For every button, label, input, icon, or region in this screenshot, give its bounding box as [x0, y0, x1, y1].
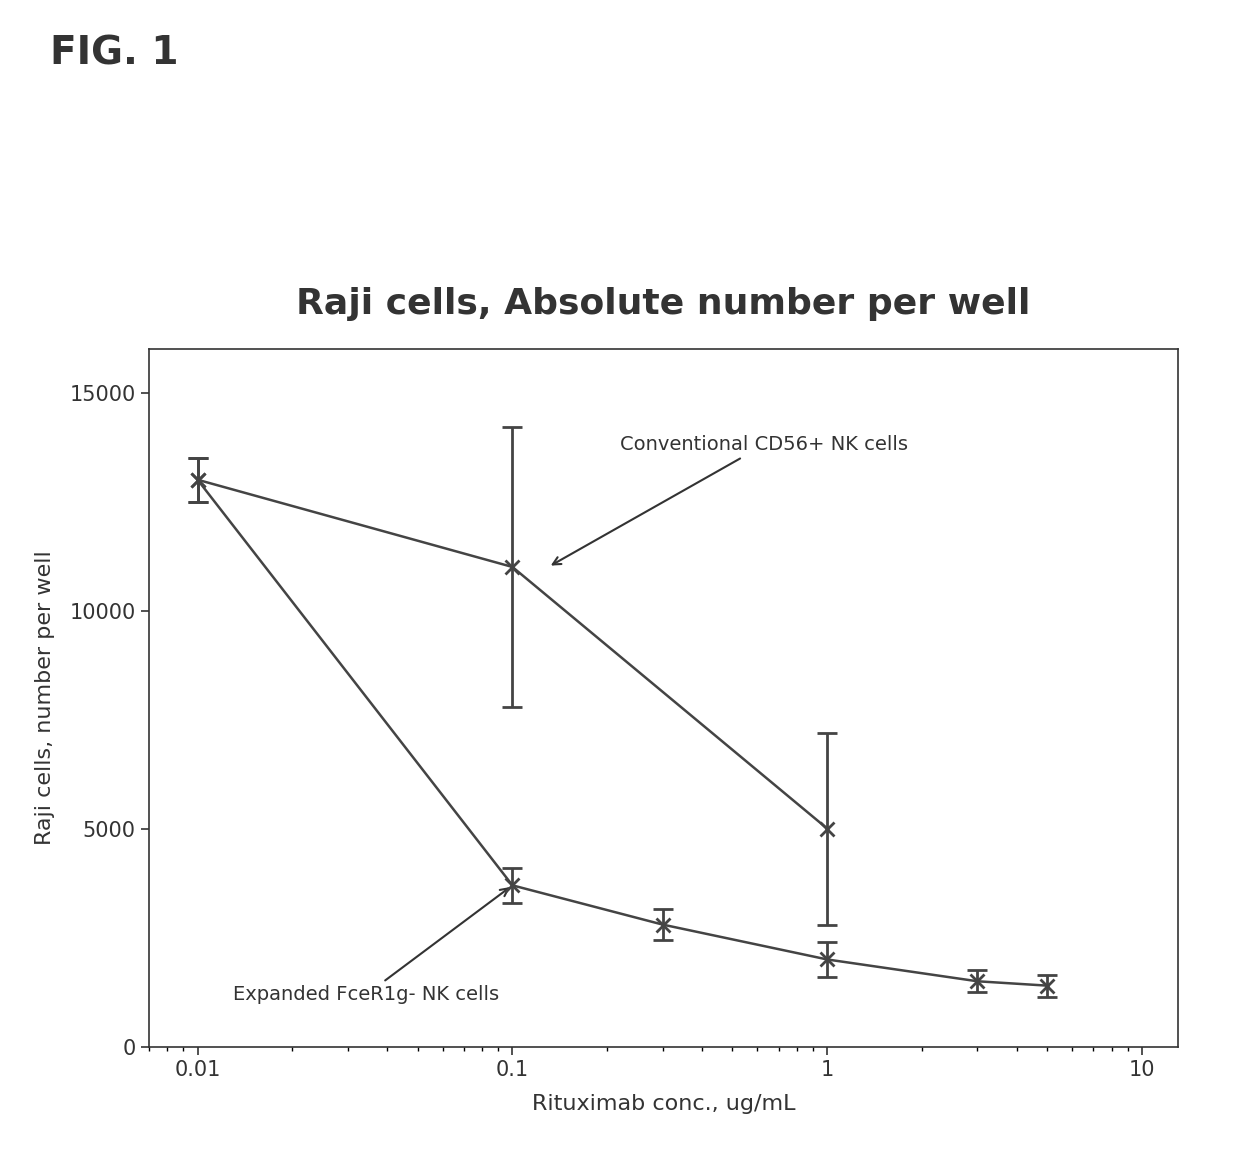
X-axis label: Rituximab conc., ug/mL: Rituximab conc., ug/mL: [532, 1093, 795, 1114]
Title: Raji cells, Absolute number per well: Raji cells, Absolute number per well: [296, 287, 1030, 321]
Y-axis label: Raji cells, number per well: Raji cells, number per well: [36, 550, 56, 846]
Text: Conventional CD56+ NK cells: Conventional CD56+ NK cells: [553, 435, 908, 564]
Text: FIG. 1: FIG. 1: [50, 35, 179, 73]
Text: Expanded FceR1g- NK cells: Expanded FceR1g- NK cells: [233, 889, 508, 1004]
